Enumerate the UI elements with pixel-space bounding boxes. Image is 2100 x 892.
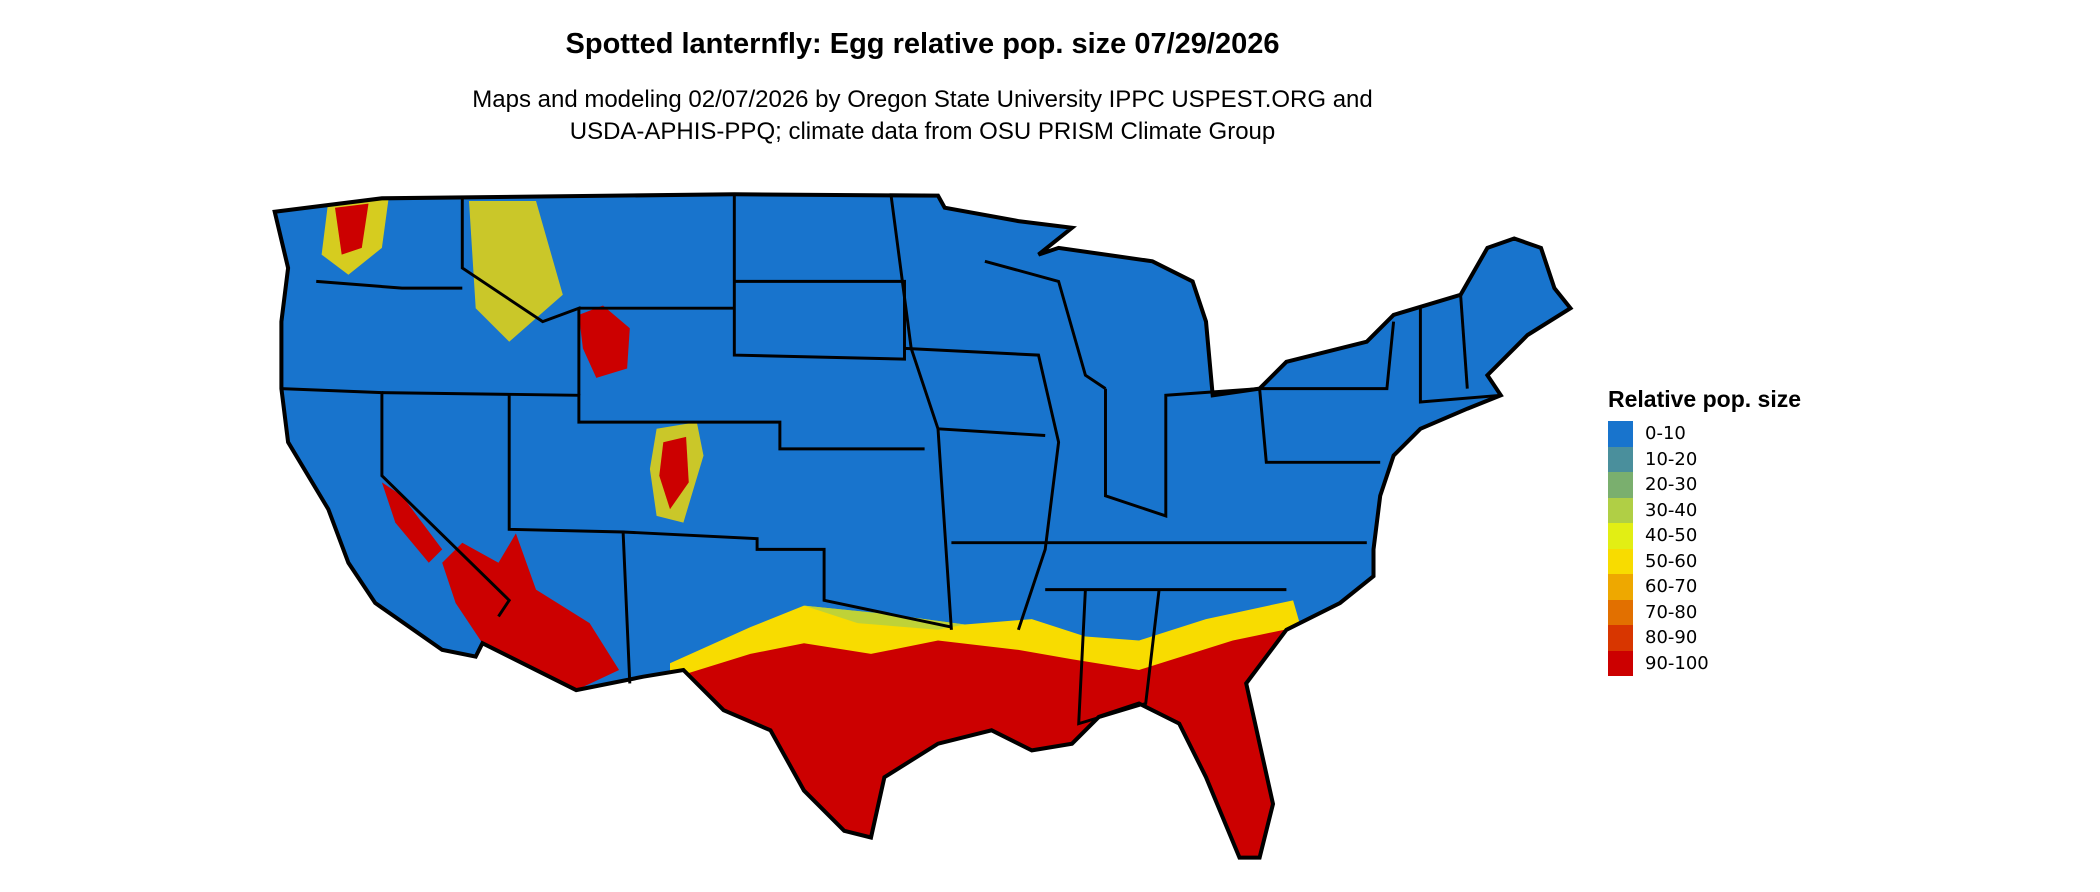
legend-label: 20-30 bbox=[1645, 474, 1698, 496]
legend-swatch bbox=[1608, 472, 1633, 498]
region-band-30-40 bbox=[804, 605, 965, 630]
subtitle-line-2: USDA-APHIS-PPQ; climate data from OSU PR… bbox=[569, 118, 1276, 145]
region-90-100-south bbox=[670, 627, 1298, 858]
legend-label: 10-20 bbox=[1645, 448, 1698, 470]
legend-swatch bbox=[1608, 625, 1633, 651]
legend-swatch bbox=[1608, 523, 1633, 549]
region-mountains-id bbox=[469, 201, 563, 342]
legend-swatch bbox=[1608, 421, 1633, 447]
legend-swatch bbox=[1608, 650, 1633, 676]
legend: Relative pop. size 0-10 10-20 20-30 30-40 40… bbox=[1608, 386, 1801, 676]
legend-swatch bbox=[1608, 548, 1633, 574]
region-mountains-nw-red bbox=[335, 203, 369, 255]
legend-item: 30-40 bbox=[1608, 497, 1801, 523]
legend-label: 0-10 bbox=[1645, 423, 1686, 445]
legend-item: 0-10 bbox=[1608, 421, 1801, 447]
legend-item: 60-70 bbox=[1608, 574, 1801, 600]
legend-title: Relative pop. size bbox=[1608, 386, 1802, 412]
map-title: Spotted lanternfly: Egg relative pop. si… bbox=[565, 28, 1280, 60]
legend-swatch bbox=[1608, 497, 1633, 523]
legend-item: 50-60 bbox=[1608, 548, 1801, 574]
legend-item: 10-20 bbox=[1608, 446, 1801, 472]
subtitle-line-1: Maps and modeling 02/07/2026 by Oregon S… bbox=[472, 86, 1373, 113]
region-mountains-co-red bbox=[659, 436, 689, 510]
legend-item: 70-80 bbox=[1608, 599, 1801, 625]
legend-item: 40-50 bbox=[1608, 523, 1801, 549]
legend-item: 80-90 bbox=[1608, 625, 1801, 651]
legend-swatch bbox=[1608, 574, 1633, 600]
legend-label: 90-100 bbox=[1645, 652, 1709, 674]
legend-swatch bbox=[1608, 599, 1633, 625]
legend-swatch bbox=[1608, 446, 1633, 472]
legend-label: 50-60 bbox=[1645, 550, 1698, 572]
legend-label: 30-40 bbox=[1645, 499, 1698, 521]
region-90-100-arizona bbox=[442, 533, 620, 691]
legend-item: 20-30 bbox=[1608, 472, 1801, 498]
map-subtitle: Maps and modeling 02/07/2026 by Oregon S… bbox=[0, 84, 1845, 148]
legend-item: 90-100 bbox=[1608, 650, 1801, 676]
state-borders bbox=[275, 194, 1571, 857]
region-90-100-west-speckle bbox=[381, 482, 443, 563]
legend-label: 80-90 bbox=[1645, 627, 1698, 649]
legend-label: 60-70 bbox=[1645, 576, 1698, 598]
region-mountains-co bbox=[578, 305, 630, 378]
legend-label: 40-50 bbox=[1645, 525, 1698, 547]
legend-label: 70-80 bbox=[1645, 601, 1698, 623]
